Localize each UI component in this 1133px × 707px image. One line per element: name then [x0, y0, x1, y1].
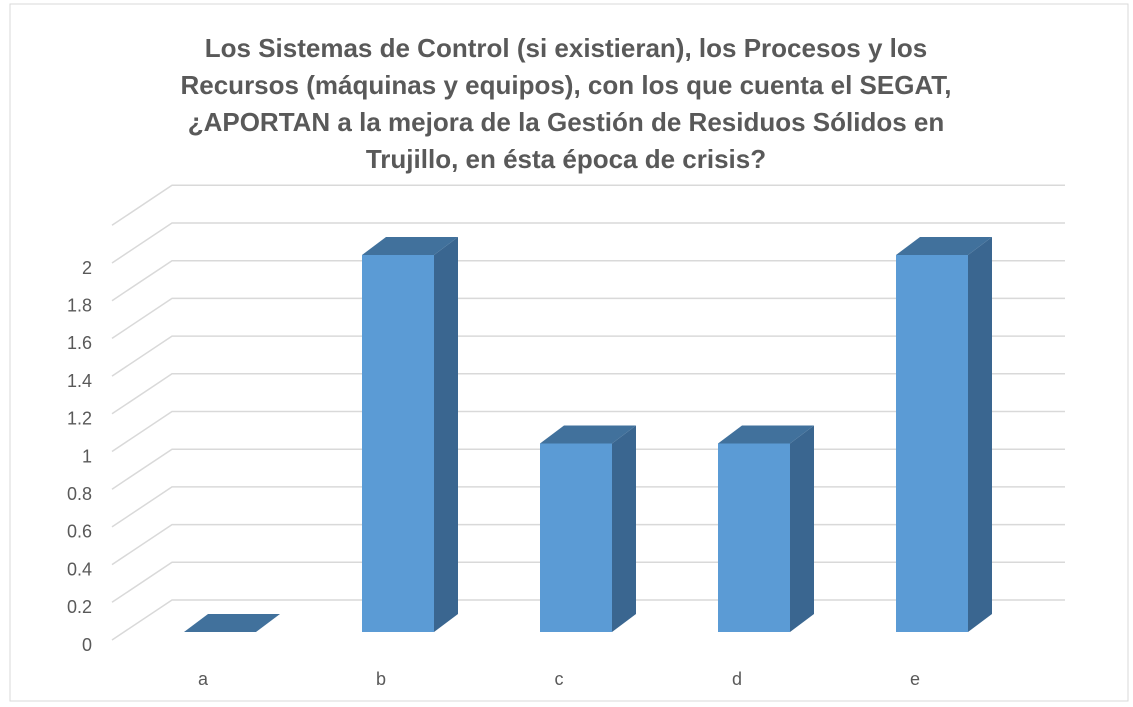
- chart-title: Los Sistemas de Control (si existieran),…: [180, 33, 952, 174]
- grid-line: [111, 222, 1065, 264]
- x-tick-label: c: [555, 669, 564, 689]
- bar-front: [540, 443, 612, 632]
- bar-top: [540, 425, 636, 444]
- y-tick-label: 0.2: [67, 597, 92, 617]
- y-tick-label: 1.4: [67, 371, 92, 391]
- y-tick-label: 0.6: [67, 522, 92, 542]
- x-tick-label: b: [376, 669, 386, 689]
- grid-line: [111, 410, 1065, 453]
- y-tick-label: 2: [82, 258, 92, 278]
- chart-border: [9, 3, 1129, 702]
- grid-line: [111, 373, 1065, 415]
- bar-top: [896, 237, 992, 255]
- bar-front: [896, 255, 968, 632]
- bar-side: [790, 425, 814, 632]
- x-tick-label: a: [198, 669, 209, 689]
- x-tick-label: e: [910, 669, 920, 689]
- bar-top: [184, 614, 280, 632]
- bar-top: [718, 425, 814, 444]
- bar-front: [362, 255, 434, 632]
- y-tick-label: 0.8: [67, 484, 92, 504]
- y-tick-label: 1.6: [67, 333, 92, 353]
- grid-line: [111, 335, 1065, 377]
- bar-side: [434, 237, 458, 632]
- plot-top-line: [111, 184, 1065, 226]
- y-tick-label: 1.2: [67, 409, 92, 429]
- grid-line: [111, 259, 1065, 302]
- bar-side: [612, 425, 636, 632]
- bar-side: [968, 237, 992, 632]
- bar-front: [718, 443, 790, 632]
- grid-line: [111, 297, 1065, 340]
- bar-top: [362, 237, 458, 255]
- x-tick-label: d: [732, 669, 742, 689]
- y-tick-label: 1: [82, 446, 92, 466]
- y-tick-label: 0.4: [67, 559, 92, 579]
- y-tick-label: 1.8: [67, 295, 92, 315]
- y-tick-label: 0: [82, 635, 92, 655]
